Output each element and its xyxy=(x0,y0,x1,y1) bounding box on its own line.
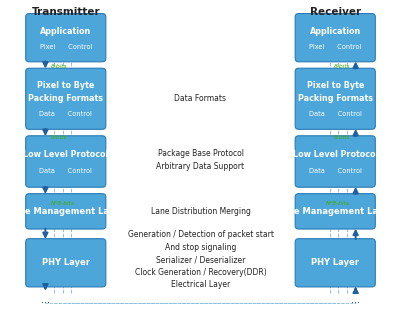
Text: Pixel to Byte: Pixel to Byte xyxy=(306,81,364,89)
Text: Data Formats: Data Formats xyxy=(174,94,227,103)
Text: Application: Application xyxy=(310,27,361,36)
Text: Pixel      Control: Pixel Control xyxy=(309,44,361,50)
Text: Package Base Protocol
Arbitrary Data Support: Package Base Protocol Arbitrary Data Sup… xyxy=(156,149,245,171)
Text: Data      Control: Data Control xyxy=(309,111,362,117)
Text: Pixel to Byte: Pixel to Byte xyxy=(37,81,95,89)
Text: Packing Formats: Packing Formats xyxy=(28,94,103,103)
FancyBboxPatch shape xyxy=(26,14,106,62)
Text: Low Level Protocol: Low Level Protocol xyxy=(23,150,108,159)
FancyBboxPatch shape xyxy=(26,239,106,287)
Text: Receiver: Receiver xyxy=(310,7,361,17)
Text: ...: ... xyxy=(41,295,50,305)
Text: N*8-bits: N*8-bits xyxy=(326,201,350,206)
FancyBboxPatch shape xyxy=(295,239,375,287)
Text: Generation / Detection of packet start
And stop signaling
Serializer / Deseriali: Generation / Detection of packet start A… xyxy=(128,230,273,289)
Text: Transmitter: Transmitter xyxy=(31,7,100,17)
Text: 8-bits: 8-bits xyxy=(51,135,67,140)
Text: 8-bits: 8-bits xyxy=(334,64,350,69)
Text: Data      Control: Data Control xyxy=(39,168,92,174)
Text: Low Level Protocol: Low Level Protocol xyxy=(293,150,378,159)
FancyBboxPatch shape xyxy=(26,68,106,129)
FancyBboxPatch shape xyxy=(295,14,375,62)
Text: 8-bits: 8-bits xyxy=(334,135,350,140)
Text: Lane Management Layer: Lane Management Layer xyxy=(8,207,124,216)
Text: Lane Distribution Merging: Lane Distribution Merging xyxy=(150,207,251,216)
Text: ...: ... xyxy=(351,295,360,305)
FancyBboxPatch shape xyxy=(295,194,375,229)
Text: Data      Control: Data Control xyxy=(39,111,92,117)
FancyBboxPatch shape xyxy=(295,68,375,129)
FancyBboxPatch shape xyxy=(26,194,106,229)
Text: N*8-bits: N*8-bits xyxy=(51,201,75,206)
Text: Packing Formats: Packing Formats xyxy=(298,94,373,103)
Text: 8-bits: 8-bits xyxy=(51,64,67,69)
Text: Pixel      Control: Pixel Control xyxy=(40,44,92,50)
FancyBboxPatch shape xyxy=(26,136,106,187)
Text: PHY Layer: PHY Layer xyxy=(311,258,359,267)
Text: Data      Control: Data Control xyxy=(309,168,362,174)
FancyBboxPatch shape xyxy=(295,136,375,187)
Text: Application: Application xyxy=(40,27,91,36)
Text: PHY Layer: PHY Layer xyxy=(42,258,90,267)
Text: Lane Management Layer: Lane Management Layer xyxy=(277,207,393,216)
